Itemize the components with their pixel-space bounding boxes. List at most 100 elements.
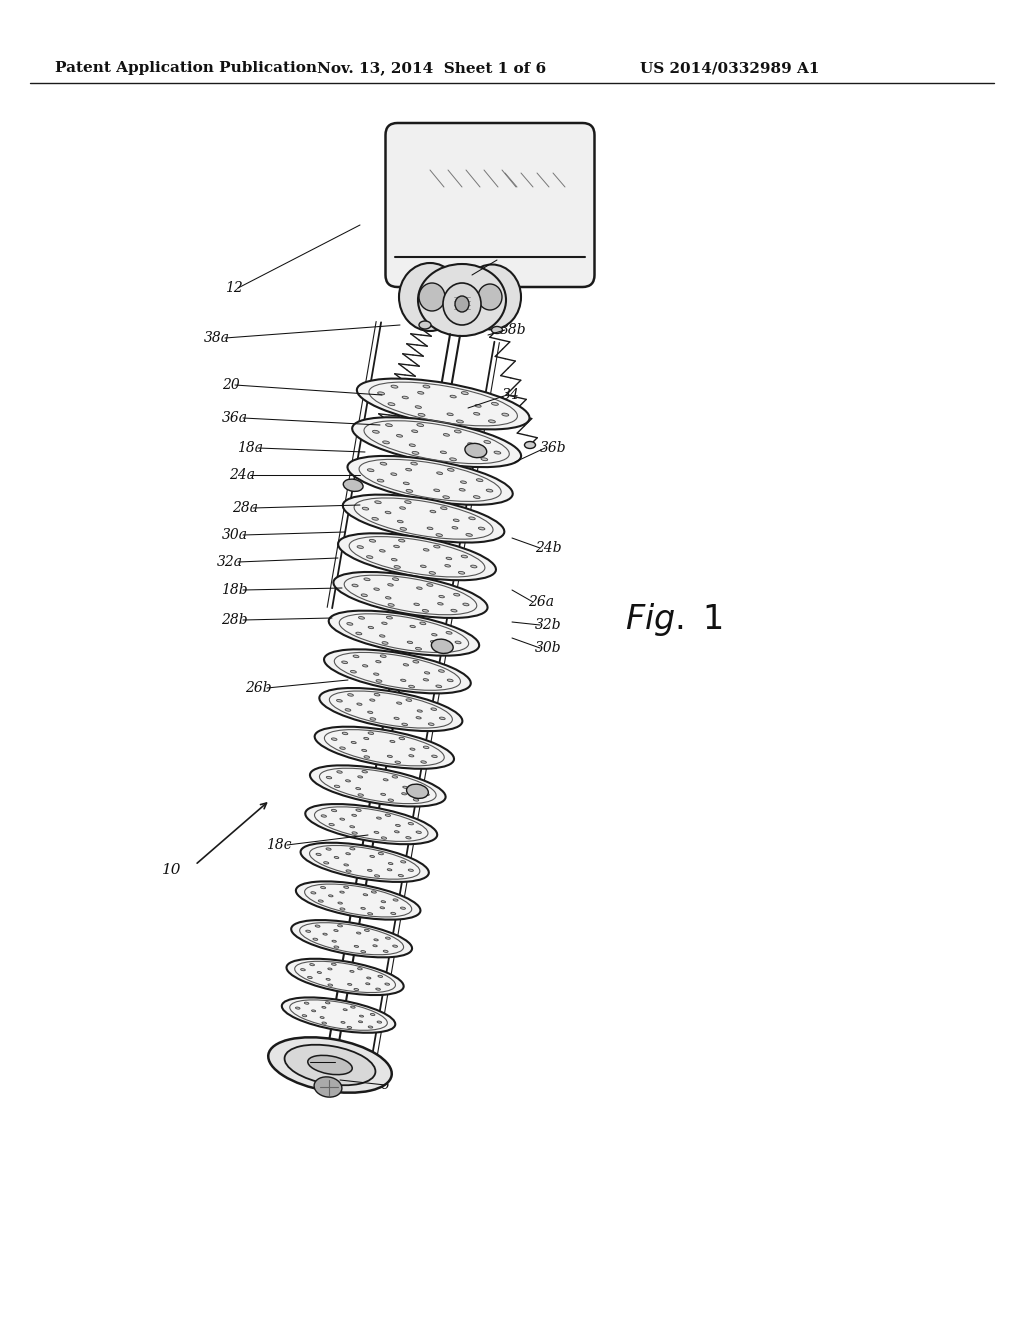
- Ellipse shape: [343, 495, 505, 543]
- Ellipse shape: [362, 507, 369, 510]
- Ellipse shape: [358, 793, 364, 796]
- Ellipse shape: [406, 837, 411, 840]
- Ellipse shape: [423, 746, 429, 748]
- Ellipse shape: [463, 264, 521, 330]
- Ellipse shape: [338, 533, 496, 581]
- Ellipse shape: [347, 983, 352, 985]
- Ellipse shape: [340, 747, 345, 750]
- Ellipse shape: [466, 533, 472, 536]
- Ellipse shape: [418, 413, 425, 416]
- Ellipse shape: [409, 755, 414, 756]
- Ellipse shape: [342, 733, 348, 735]
- Ellipse shape: [332, 738, 337, 741]
- Ellipse shape: [406, 469, 412, 471]
- Ellipse shape: [407, 784, 428, 799]
- Ellipse shape: [376, 680, 382, 682]
- Ellipse shape: [492, 326, 503, 334]
- Ellipse shape: [317, 972, 322, 973]
- Ellipse shape: [326, 1002, 330, 1003]
- Ellipse shape: [350, 970, 354, 973]
- Ellipse shape: [436, 685, 441, 688]
- Ellipse shape: [378, 392, 385, 395]
- Ellipse shape: [324, 649, 471, 693]
- Ellipse shape: [455, 430, 461, 433]
- Ellipse shape: [392, 578, 398, 581]
- Text: 34: 34: [502, 388, 520, 403]
- Ellipse shape: [414, 603, 420, 606]
- Ellipse shape: [423, 385, 430, 388]
- Ellipse shape: [322, 1006, 326, 1008]
- Ellipse shape: [357, 545, 364, 548]
- Ellipse shape: [388, 583, 393, 586]
- Ellipse shape: [420, 622, 426, 624]
- Ellipse shape: [378, 853, 383, 855]
- Ellipse shape: [379, 421, 391, 429]
- Text: Nov. 13, 2014  Sheet 1 of 6: Nov. 13, 2014 Sheet 1 of 6: [317, 61, 547, 75]
- Ellipse shape: [476, 479, 483, 482]
- Ellipse shape: [316, 853, 322, 855]
- Ellipse shape: [457, 420, 464, 422]
- Ellipse shape: [443, 282, 481, 325]
- Ellipse shape: [402, 396, 409, 399]
- Ellipse shape: [436, 473, 442, 474]
- Ellipse shape: [388, 862, 393, 865]
- Text: 18c: 18c: [266, 838, 292, 851]
- Ellipse shape: [447, 413, 454, 416]
- Ellipse shape: [438, 669, 444, 672]
- Ellipse shape: [392, 776, 397, 777]
- Ellipse shape: [354, 945, 358, 948]
- Ellipse shape: [352, 417, 521, 467]
- Ellipse shape: [394, 830, 399, 833]
- Ellipse shape: [372, 891, 377, 894]
- Ellipse shape: [418, 264, 506, 337]
- Ellipse shape: [376, 989, 381, 990]
- Ellipse shape: [328, 983, 333, 986]
- Text: 32a: 32a: [217, 554, 243, 569]
- Ellipse shape: [380, 655, 386, 657]
- Ellipse shape: [475, 405, 481, 407]
- Ellipse shape: [410, 626, 416, 628]
- Ellipse shape: [332, 940, 336, 942]
- Ellipse shape: [446, 557, 452, 560]
- Ellipse shape: [427, 527, 433, 529]
- Ellipse shape: [313, 939, 317, 940]
- Ellipse shape: [310, 766, 445, 807]
- Ellipse shape: [375, 500, 381, 504]
- Ellipse shape: [361, 750, 367, 751]
- Ellipse shape: [452, 527, 458, 529]
- Ellipse shape: [366, 983, 370, 985]
- Ellipse shape: [347, 623, 353, 626]
- Ellipse shape: [324, 862, 329, 865]
- Ellipse shape: [399, 263, 461, 331]
- Ellipse shape: [332, 964, 336, 965]
- Ellipse shape: [348, 693, 353, 696]
- Ellipse shape: [410, 748, 415, 750]
- Text: 18b: 18b: [221, 583, 248, 597]
- Ellipse shape: [468, 442, 474, 445]
- Ellipse shape: [361, 594, 368, 597]
- Ellipse shape: [301, 842, 429, 882]
- Ellipse shape: [400, 680, 406, 681]
- Ellipse shape: [399, 738, 404, 739]
- Ellipse shape: [357, 776, 362, 777]
- Ellipse shape: [443, 647, 450, 649]
- Ellipse shape: [338, 925, 342, 927]
- Ellipse shape: [321, 887, 326, 888]
- Text: 24b: 24b: [535, 541, 561, 554]
- Ellipse shape: [329, 895, 333, 896]
- Ellipse shape: [465, 444, 486, 458]
- Ellipse shape: [422, 610, 428, 612]
- Ellipse shape: [287, 958, 403, 995]
- Ellipse shape: [350, 847, 355, 850]
- Ellipse shape: [376, 660, 381, 663]
- Ellipse shape: [306, 931, 310, 932]
- Ellipse shape: [314, 727, 454, 768]
- Ellipse shape: [385, 814, 390, 817]
- Ellipse shape: [342, 661, 347, 664]
- Ellipse shape: [352, 832, 357, 834]
- Ellipse shape: [391, 473, 396, 475]
- Ellipse shape: [356, 809, 361, 812]
- Ellipse shape: [367, 556, 373, 558]
- Ellipse shape: [291, 920, 412, 957]
- Ellipse shape: [391, 912, 395, 915]
